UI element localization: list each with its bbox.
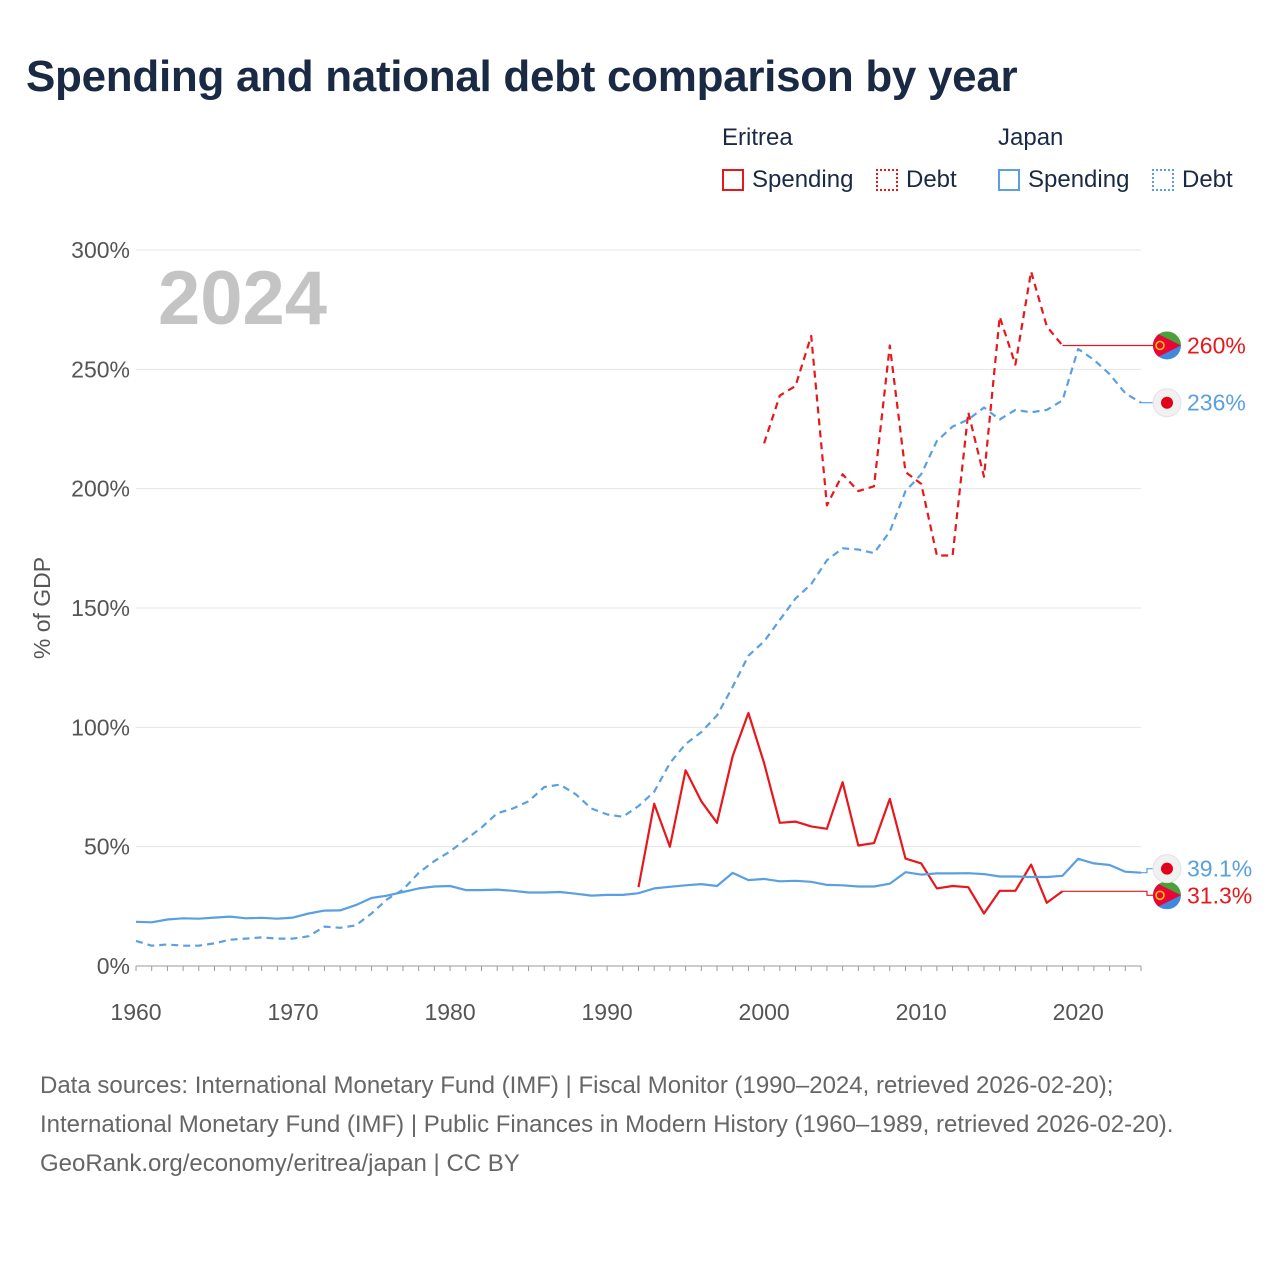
end-label-connector — [1062, 890, 1153, 896]
legend-swatch-dashed-icon — [1152, 169, 1174, 191]
y-tick-label: 250% — [71, 356, 130, 382]
legend-swatch-solid-icon — [722, 169, 744, 191]
chart-title: Spending and national debt comparison by… — [26, 52, 1018, 101]
data-sources: Data sources: International Monetary Fun… — [40, 1072, 1174, 1138]
end-value-label: 236% — [1187, 390, 1246, 416]
series-line-japan-debt — [135, 347, 1142, 947]
japan-flag-icon — [1152, 388, 1182, 418]
legend-label: Spending — [752, 166, 854, 193]
end-labels: 31.3% 260% 39.1% 236% — [1062, 331, 1252, 910]
series-line-japan-spending — [135, 857, 1142, 924]
legend-swatch-solid-icon — [998, 169, 1020, 191]
legend-japan-spending[interactable]: Spending — [998, 166, 1129, 194]
axes: 0% 50% 100% 150% 200% 250% 300% 1960 1970 1980 199… — [71, 237, 1142, 1025]
y-tick-label: 0% — [97, 953, 130, 979]
x-tick-label: 1960 — [110, 999, 161, 1025]
legend-eritrea-debt[interactable]: Debt — [876, 166, 957, 194]
gridlines — [136, 249, 1141, 967]
eritrea-flag-icon — [1153, 331, 1181, 360]
end-value-label: 31.3% — [1187, 882, 1252, 908]
legend-label: Debt — [1182, 166, 1233, 193]
series-line-eritrea-debt — [763, 270, 1064, 557]
x-tick-label: 1970 — [267, 999, 318, 1025]
end-label-connector — [1141, 868, 1153, 874]
x-tick-label: 1990 — [582, 999, 633, 1025]
legend-label: Spending — [1028, 166, 1130, 193]
legend-swatch-dashed-icon — [876, 169, 898, 191]
legend-eritrea-spending[interactable]: Spending — [722, 166, 853, 194]
y-tick-label: 100% — [71, 714, 130, 740]
x-tick-label: 2010 — [896, 999, 947, 1025]
legend-japan-debt[interactable]: Debt — [1152, 166, 1233, 194]
legend-label: Debt — [906, 166, 957, 193]
end-value-label: 260% — [1187, 332, 1246, 358]
y-tick-label: 200% — [71, 476, 130, 502]
legend-country-eritrea: Eritrea — [722, 124, 793, 151]
y-tick-label: 300% — [71, 237, 130, 263]
series-line-eritrea-spending — [637, 711, 1064, 915]
y-axis-label: % of GDP — [29, 557, 55, 659]
end-value-label: 39.1% — [1187, 856, 1252, 882]
line-chart: 2024 0% 50% 100% 150% 200% 250% 300% 1960 1970 19… — [29, 237, 1252, 1025]
year-watermark: 2024 — [158, 256, 327, 341]
x-tick-label: 2020 — [1053, 999, 1104, 1025]
y-tick-label: 150% — [71, 595, 130, 621]
legend-country-japan: Japan — [998, 124, 1064, 151]
eritrea-flag-icon — [1153, 881, 1181, 910]
footer: Data sources: International Monetary Fun… — [40, 1066, 1240, 1183]
y-tick-label: 50% — [84, 834, 130, 860]
series — [135, 270, 1142, 947]
attribution[interactable]: GeoRank.org/economy/eritrea/japan | CC B… — [40, 1150, 520, 1177]
japan-flag-icon — [1152, 854, 1182, 884]
x-tick-label: 1980 — [424, 999, 475, 1025]
x-tick-label: 2000 — [739, 999, 790, 1025]
